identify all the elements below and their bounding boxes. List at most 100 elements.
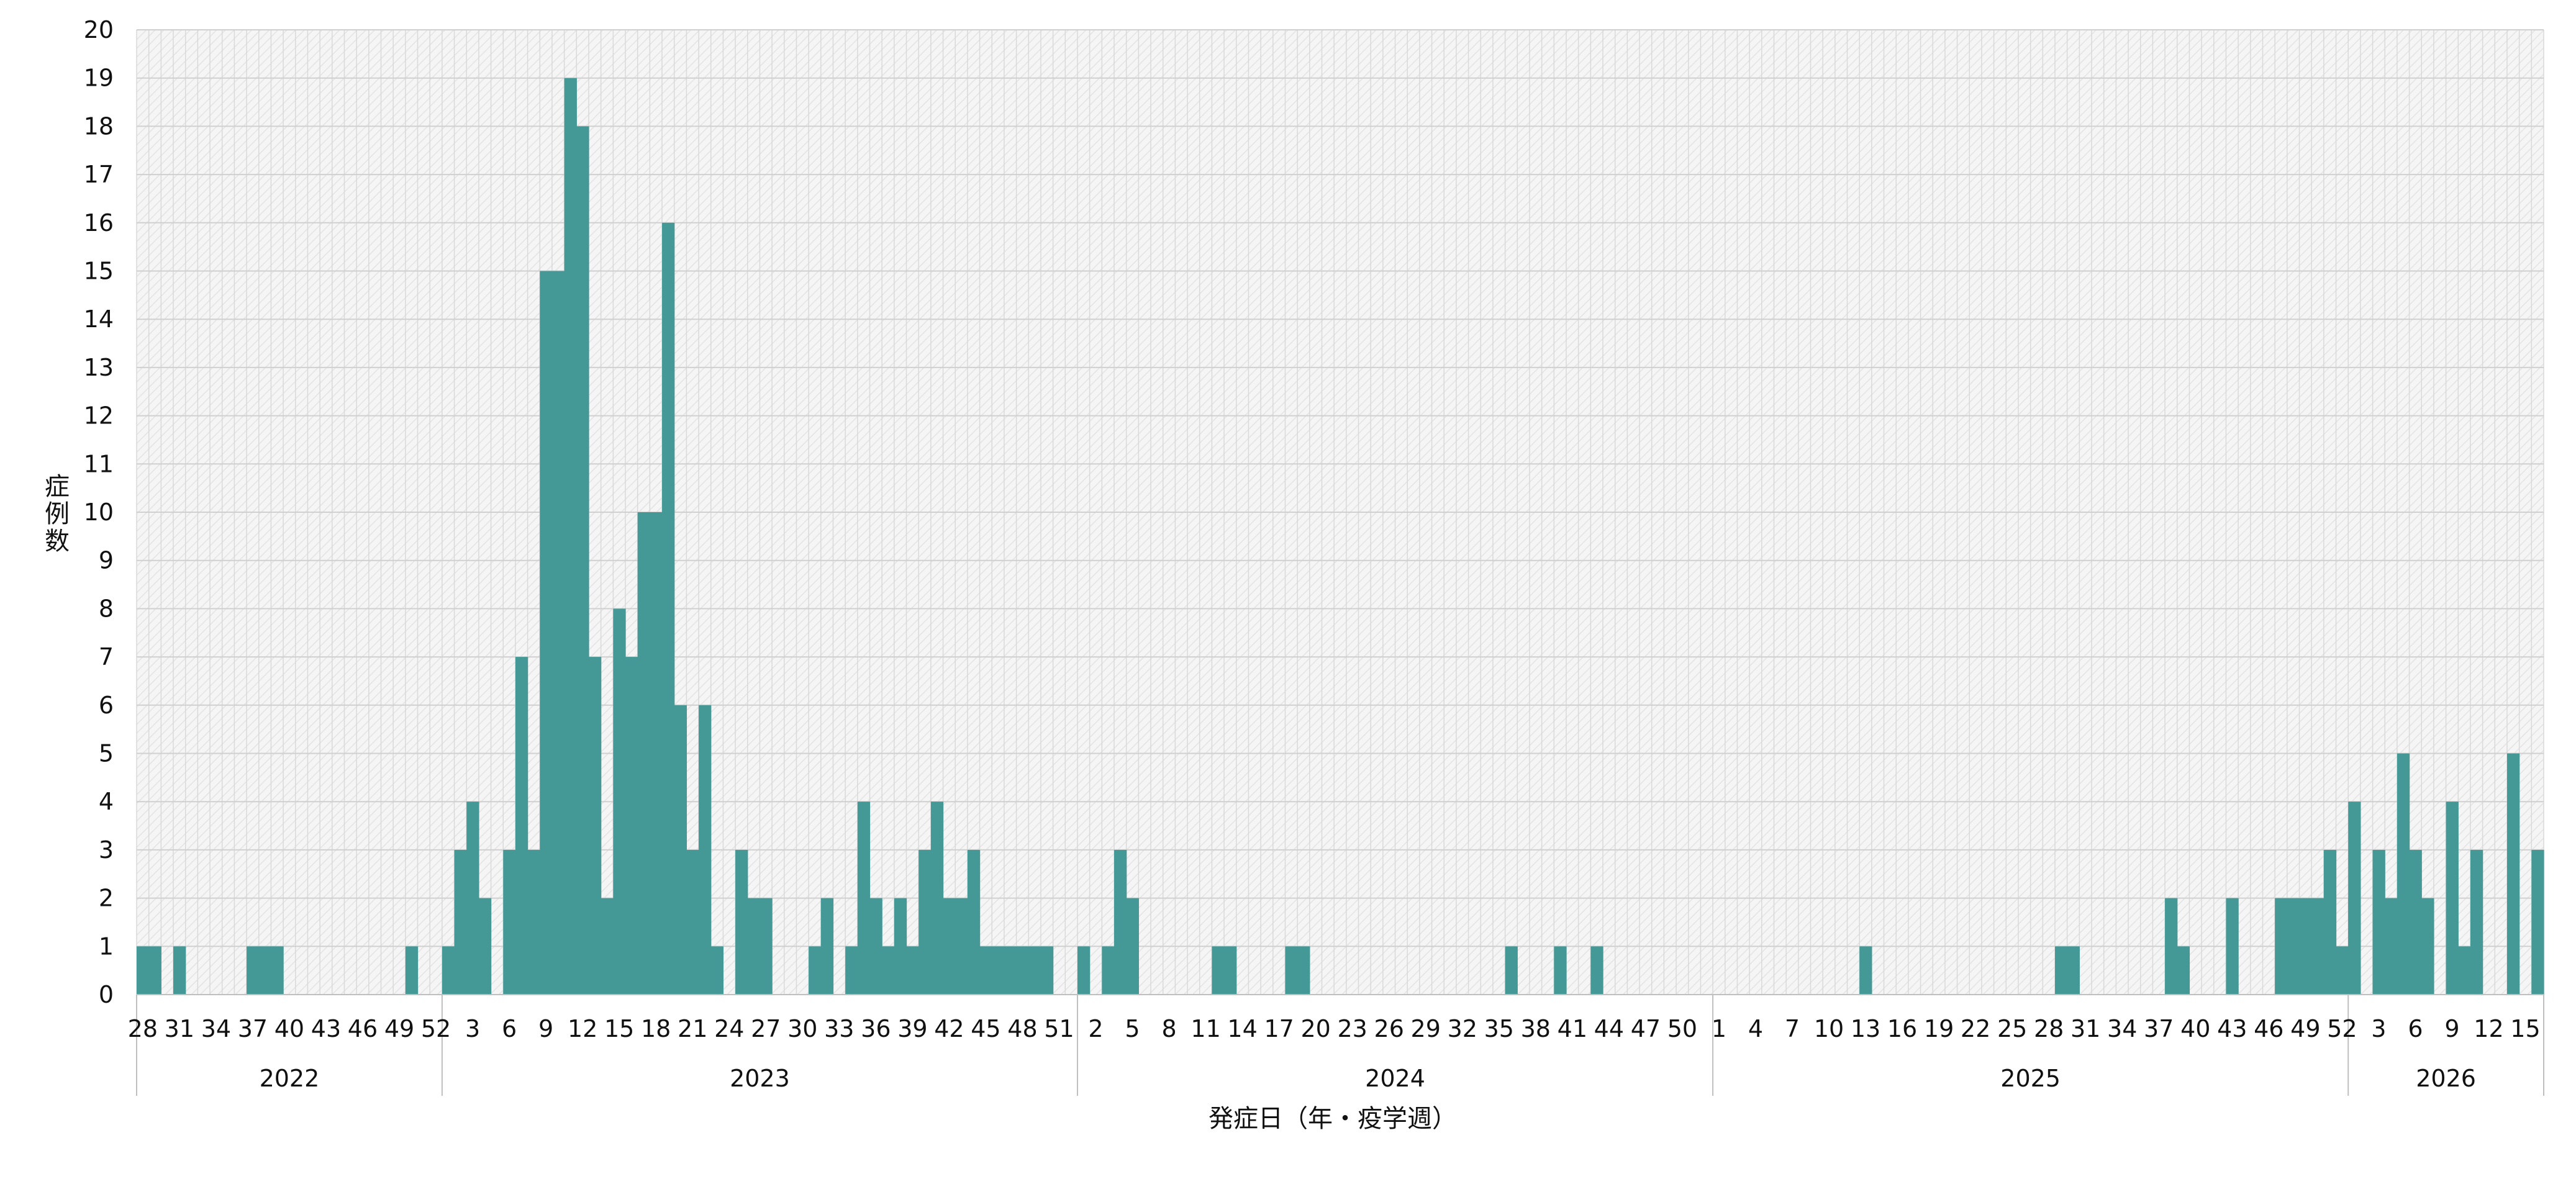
bar bbox=[466, 802, 479, 995]
y-tick-label: 4 bbox=[99, 788, 114, 815]
year-label: 2024 bbox=[1365, 1065, 1425, 1092]
year-label: 2026 bbox=[2416, 1065, 2476, 1092]
bar bbox=[869, 898, 882, 995]
bar bbox=[173, 946, 186, 995]
bar bbox=[454, 849, 467, 995]
x-tick-label: 19 bbox=[1924, 1015, 1954, 1042]
y-tick-label: 6 bbox=[99, 692, 114, 719]
bar bbox=[527, 849, 540, 995]
x-tick-label: 10 bbox=[1814, 1015, 1844, 1042]
year-label: 2025 bbox=[2000, 1065, 2061, 1092]
bar bbox=[2299, 898, 2312, 995]
bar bbox=[674, 705, 687, 995]
bar bbox=[503, 849, 516, 995]
x-axis-title: 発症日（年・疫学週） bbox=[1209, 1104, 1457, 1133]
bar bbox=[820, 898, 834, 995]
x-tick-label: 32 bbox=[1448, 1015, 1477, 1042]
year-label: 2023 bbox=[730, 1065, 790, 1092]
x-tick-label: 41 bbox=[1558, 1015, 1587, 1042]
bar bbox=[258, 946, 272, 995]
bar bbox=[148, 946, 161, 995]
x-tick-label: 28 bbox=[128, 1015, 158, 1042]
bar bbox=[2421, 898, 2434, 995]
x-tick-label: 29 bbox=[1411, 1015, 1441, 1042]
bar bbox=[809, 946, 822, 995]
bar bbox=[1114, 849, 1127, 995]
x-tick-label: 20 bbox=[1300, 1015, 1330, 1042]
bar bbox=[2275, 898, 2288, 995]
bar bbox=[2458, 946, 2471, 995]
bar bbox=[247, 946, 260, 995]
x-tick-label: 47 bbox=[1631, 1015, 1661, 1042]
x-tick-label: 2 bbox=[1088, 1015, 1103, 1042]
y-tick-label: 13 bbox=[84, 354, 114, 381]
x-tick-label: 23 bbox=[1337, 1015, 1367, 1042]
x-tick-label: 5 bbox=[1125, 1015, 1140, 1042]
x-tick-label: 4 bbox=[1748, 1015, 1763, 1042]
y-axis-title-line1: 症 bbox=[45, 472, 70, 501]
x-tick-label: 21 bbox=[678, 1015, 707, 1042]
bar bbox=[760, 898, 773, 995]
bar bbox=[1077, 946, 1091, 995]
x-tick-label: 30 bbox=[787, 1015, 817, 1042]
bar bbox=[1028, 946, 1041, 995]
x-tick-label: 9 bbox=[538, 1015, 553, 1042]
bar bbox=[271, 946, 284, 995]
year-label: 2022 bbox=[260, 1065, 320, 1092]
y-tick-label: 18 bbox=[84, 112, 114, 140]
y-tick-label: 19 bbox=[84, 65, 114, 92]
x-tick-label: 31 bbox=[165, 1015, 194, 1042]
y-tick-label: 11 bbox=[84, 450, 114, 477]
bar bbox=[955, 898, 968, 995]
bar bbox=[601, 898, 614, 995]
x-tick-label: 15 bbox=[2510, 1015, 2540, 1042]
bar bbox=[2067, 946, 2080, 995]
x-tick-label: 45 bbox=[971, 1015, 1000, 1042]
x-tick-label: 43 bbox=[2217, 1015, 2247, 1042]
bar bbox=[918, 849, 932, 995]
x-tick-label: 22 bbox=[1961, 1015, 1990, 1042]
y-tick-label: 17 bbox=[84, 161, 114, 188]
x-tick-label: 34 bbox=[201, 1015, 231, 1042]
x-tick-label: 8 bbox=[1161, 1015, 1176, 1042]
x-tick-label: 26 bbox=[1374, 1015, 1404, 1042]
bar bbox=[551, 271, 565, 995]
x-tick-label: 50 bbox=[1667, 1015, 1697, 1042]
bar bbox=[857, 802, 871, 995]
bar bbox=[1040, 946, 1054, 995]
y-axis-title-line2: 例 bbox=[45, 500, 70, 528]
y-tick-label: 12 bbox=[84, 402, 114, 430]
bar bbox=[2226, 898, 2239, 995]
x-tick-label: 51 bbox=[1044, 1015, 1074, 1042]
x-tick-label: 3 bbox=[465, 1015, 480, 1042]
x-tick-label: 46 bbox=[348, 1015, 378, 1042]
x-tick-label: 37 bbox=[2144, 1015, 2174, 1042]
x-tick-label: 7 bbox=[1785, 1015, 1800, 1042]
bar bbox=[1224, 946, 1237, 995]
bar bbox=[2446, 802, 2459, 995]
y-tick-label: 15 bbox=[84, 258, 114, 285]
x-tick-label: 39 bbox=[897, 1015, 927, 1042]
y-tick-label: 3 bbox=[99, 836, 114, 864]
x-tick-label: 1 bbox=[1712, 1015, 1726, 1042]
bar bbox=[576, 126, 589, 995]
x-tick-label: 12 bbox=[2474, 1015, 2503, 1042]
x-tick-label: 44 bbox=[1594, 1015, 1624, 1042]
bar bbox=[906, 946, 919, 995]
x-tick-label: 9 bbox=[2444, 1015, 2459, 1042]
bar bbox=[2397, 753, 2410, 995]
bar bbox=[710, 946, 724, 995]
bar bbox=[2372, 849, 2385, 995]
y-tick-label: 20 bbox=[84, 16, 114, 43]
x-tick-label: 28 bbox=[2034, 1015, 2064, 1042]
bar bbox=[845, 946, 858, 995]
x-tick-label: 27 bbox=[751, 1015, 781, 1042]
bar bbox=[1505, 946, 1518, 995]
y-tick-label: 0 bbox=[99, 981, 114, 1008]
bar bbox=[1004, 946, 1017, 995]
bar bbox=[2054, 946, 2068, 995]
bar bbox=[650, 512, 663, 995]
bar bbox=[747, 898, 761, 995]
bar bbox=[2385, 898, 2398, 995]
x-tick-label: 18 bbox=[641, 1015, 671, 1042]
